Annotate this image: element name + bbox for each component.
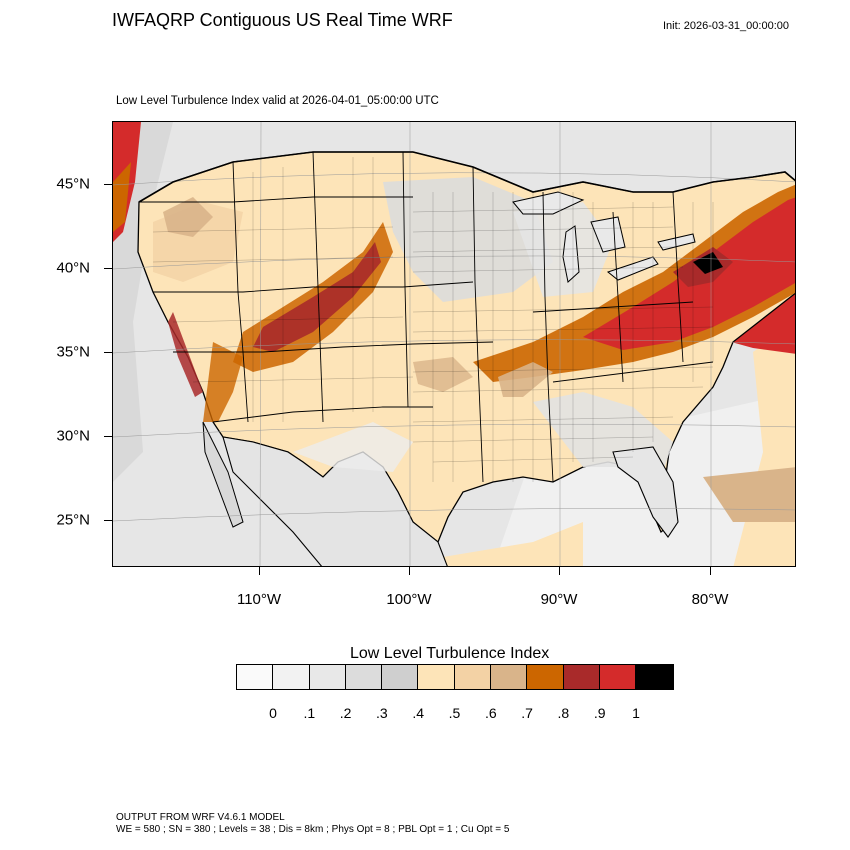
legend-tick-label: .3: [376, 705, 388, 721]
lat-label-25: 25°N: [56, 511, 90, 529]
lat-tick: [104, 520, 112, 521]
max-turbulence-core: [693, 252, 723, 274]
lon-label-100w: 100°W: [386, 591, 432, 608]
us-canada-border: [138, 151, 795, 203]
legend-tick-label: .9: [593, 705, 606, 721]
lat-tick: [104, 436, 112, 437]
legend-swatch: [382, 665, 419, 689]
legend-swatch: [599, 665, 637, 689]
lon-tick: [259, 567, 260, 575]
lat-label-40: 40°N: [56, 259, 90, 277]
lat-tick: [104, 268, 112, 269]
legend-swatch: [345, 665, 383, 689]
legend-swatch: [418, 665, 455, 689]
legend-swatch: [527, 665, 564, 689]
lat-label-45: 45°N: [56, 175, 90, 193]
legend-tick-label: .5: [448, 705, 461, 721]
legend-swatch: [563, 665, 600, 689]
legend-tick-label: .1: [303, 705, 316, 721]
legend-swatch: [237, 665, 274, 689]
lake-superior: [512, 191, 585, 215]
map-title: IWFAQRP Contiguous US Real Time WRF: [112, 10, 453, 30]
lake-michigan: [562, 225, 580, 283]
legend-swatch: [636, 665, 673, 689]
legend-tick-label: 1: [632, 705, 640, 721]
legend-title: Low Level Turbulence Index: [350, 645, 550, 662]
model-config: WE = 580 ; SN = 380 ; Levels = 38 ; Dis …: [116, 824, 510, 835]
rockies-high: [253, 242, 381, 352]
map-panel: [112, 121, 796, 567]
legend-swatch: [454, 665, 492, 689]
lon-label-110w: 110°W: [236, 591, 282, 608]
legend-tick-label: .2: [339, 705, 352, 721]
lon-label-90w: 90°W: [540, 591, 578, 608]
lat-tick: [104, 184, 112, 185]
lon-tick: [559, 567, 560, 575]
ohio-valley-moderate: [473, 184, 795, 382]
map-subtitle: Low Level Turbulence Index valid at 2026…: [116, 95, 439, 107]
model-info: OUTPUT FROM WRF V4.6.1 MODEL: [116, 812, 285, 823]
legend-tick-label: .6: [484, 705, 497, 721]
legend-tick-label: .7: [521, 705, 533, 721]
legend-tick-label: .8: [557, 705, 570, 721]
legend-swatch: [309, 665, 346, 689]
legend-swatch: [273, 665, 310, 689]
lon-label-80w: 80°W: [691, 591, 729, 608]
mexico-region: [222, 436, 448, 566]
lon-tick: [710, 567, 711, 575]
lat-tick: [104, 352, 112, 353]
lon-tick: [409, 567, 410, 575]
color-legend: [236, 664, 674, 690]
init-time: Init: 2026-03-31_00:00:00: [663, 20, 789, 32]
lat-label-35: 35°N: [56, 343, 90, 361]
legend-tick-label: 0: [269, 705, 277, 721]
florida: [612, 446, 679, 538]
county-boundaries: [152, 157, 714, 482]
turbulence-map: [113, 122, 795, 566]
graticule: [113, 122, 795, 566]
lake-huron: [590, 216, 626, 253]
pacific-band: [113, 122, 173, 482]
legend-tick-label: .4: [412, 705, 425, 721]
legend-swatch: [491, 665, 528, 689]
baja-peninsula: [202, 421, 244, 528]
lat-label-30: 30°N: [56, 427, 90, 445]
